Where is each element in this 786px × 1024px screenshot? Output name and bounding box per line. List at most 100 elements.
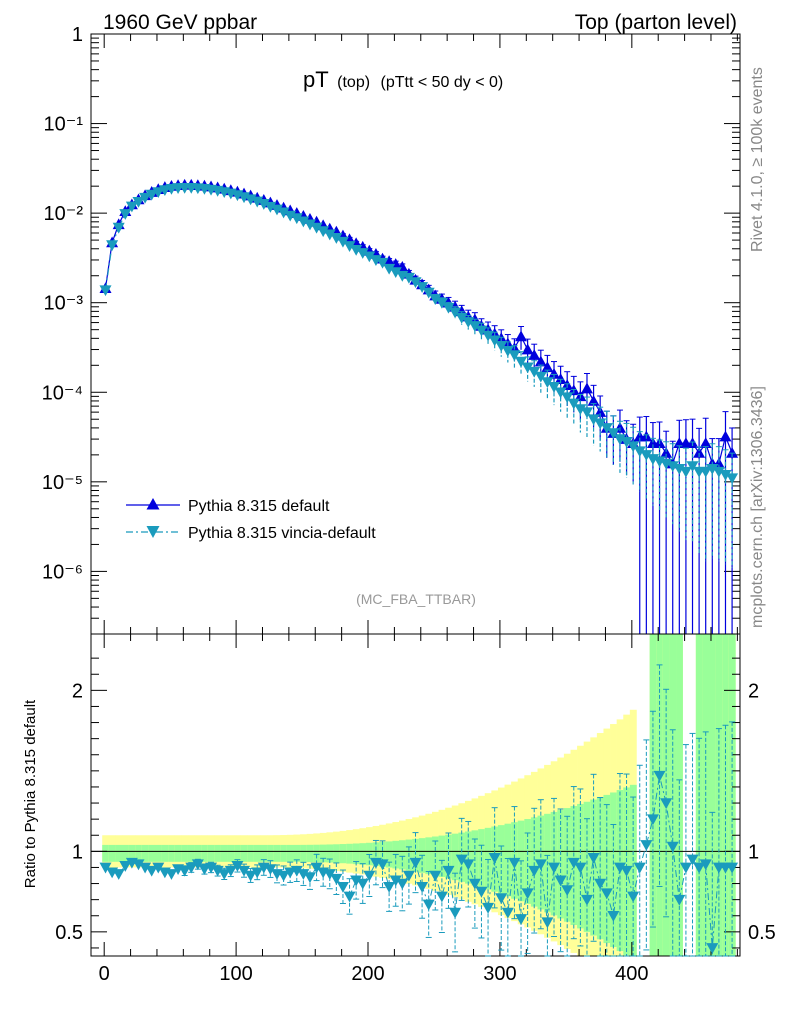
marker-vincia [548,382,561,393]
ratio-marker-vincia [132,859,145,871]
marker-default [660,446,673,458]
ratio-marker-vincia [482,902,495,914]
marker-vincia [303,219,316,231]
ratio-marker-vincia [350,875,363,887]
y-tick-label: 10⁻³ [44,293,84,315]
ratio-band-inner [214,844,222,862]
ratio-y-tick-label: 0.5 [55,922,83,944]
ratio-marker-vincia [402,870,415,882]
ratio-band-inner [451,833,459,881]
marker-vincia [712,466,725,478]
ratio-band-inner [313,844,321,863]
plot-title-main: pT [303,67,329,92]
ratio-marker-vincia [356,878,369,890]
marker-vincia [264,201,277,213]
ratio-marker-vincia [238,865,251,877]
marker-vincia [686,461,699,473]
ratio-band-inner [135,844,143,862]
ratio-marker-vincia [224,865,237,877]
ratio-marker-vincia [554,875,567,887]
x-tick-label: 0 [99,963,110,985]
marker-vincia [495,341,508,352]
ratio-marker-vincia [376,859,389,871]
marker-vincia [152,187,165,199]
legend-label-vincia: Pythia 8.315 vincia-default [188,525,376,542]
ratio-band-inner [286,844,294,862]
marker-vincia [429,294,442,305]
marker-vincia [383,263,396,275]
legend-marker-triangle-down-icon [146,526,160,538]
marker-vincia [640,450,653,461]
ratio-marker-vincia [534,859,547,871]
analysis-tag: (MC_FBA_TTBAR) [356,591,476,607]
ratio-marker-vincia [726,862,739,874]
marker-vincia [462,317,475,328]
main-plot: 1 10⁻¹ 10⁻² 10⁻³ 10⁻⁴ 10⁻⁵ 10⁻⁶ [42,24,741,635]
ratio-band-inner [253,844,261,862]
ratio-marker-vincia [139,862,152,874]
marker-vincia [521,362,534,374]
series-line-default [104,184,733,465]
ratio-marker-vincia [409,857,422,869]
marker-default [541,361,554,373]
ratio-band-inner [141,844,149,862]
marker-vincia [620,436,633,448]
marker-vincia [673,463,686,475]
ratio-band-inner [339,844,347,864]
ratio-band-inner [148,844,156,862]
marker-default [521,343,534,355]
ratio-marker-vincia [660,798,673,810]
marker-vincia [534,371,547,383]
legend-item-vincia: Pythia 8.315 vincia-default [126,525,376,542]
marker-vincia [468,321,481,332]
ratio-marker-vincia [528,865,541,877]
ratio-band-inner [128,844,136,862]
legend-marker-triangle-up-icon [146,498,160,510]
plot-title: pT (top) (pTtt < 50 dy < 0) [303,67,503,92]
marker-default [693,446,706,458]
ratio-band-inner [319,844,327,863]
ratio-marker-vincia [251,867,264,879]
ratio-marker-vincia [449,907,462,919]
marker-vincia [112,222,125,234]
legend: Pythia 8.315 default Pythia 8.315 vincia… [126,498,376,542]
marker-vincia [515,356,528,368]
ratio-band-inner [161,844,169,862]
ratio-marker-vincia [185,862,198,874]
marker-vincia [290,213,303,225]
ratio-band-inner [326,844,334,863]
ratio-marker-vincia [211,865,224,877]
plot-title-sub2: (pTtt < 50 dy < 0) [381,74,504,91]
ratio-band-inner [445,834,453,879]
ratio-band-inner [187,844,195,862]
marker-vincia [627,441,640,453]
marker-vincia [607,428,620,440]
marker-vincia [541,377,554,389]
main-plot-frame [90,33,741,635]
ratio-marker-vincia [600,888,613,900]
marker-vincia [343,241,356,252]
ratio-marker-vincia [567,857,580,869]
ratio-marker-vincia [297,869,310,880]
ratio-marker-vincia [165,869,178,880]
ratio-marker-vincia [580,894,593,906]
marker-default [554,373,567,384]
ratio-marker-vincia [666,841,679,853]
ratio-marker-vincia [112,869,125,880]
marker-vincia [139,192,152,204]
ratio-marker-vincia [455,854,468,866]
marker-default [594,406,607,417]
ratio-y-tick-label: 1 [748,841,759,863]
y-tick-label: 10⁻² [44,203,84,225]
marker-vincia [317,226,330,238]
marker-vincia [633,446,646,458]
ratio-marker-vincia [686,854,699,866]
ratio-band-inner [603,794,611,944]
marker-default [383,255,396,267]
ratio-marker-vincia [145,865,158,877]
side-label-mcplots: mcplots.cern.ch [arXiv:1306.3436] [749,386,766,628]
ratio-marker-vincia [495,893,508,905]
marker-vincia [679,466,692,478]
y-tick-label: 1 [72,24,83,46]
